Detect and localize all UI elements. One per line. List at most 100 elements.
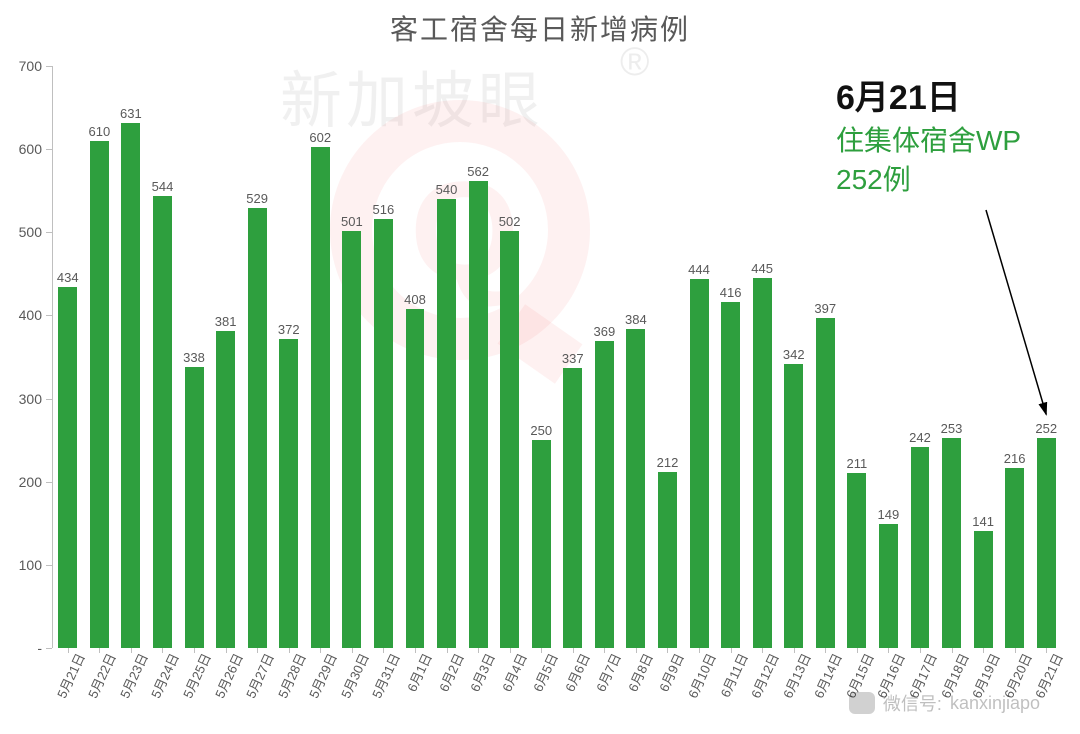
bar-value-label: 445 [751, 261, 773, 276]
bar-slot: 5165月31日 [368, 66, 400, 648]
bar-value-label: 516 [373, 202, 395, 217]
bar: 216 [1005, 468, 1024, 648]
bar: 516 [374, 219, 393, 648]
x-tick [289, 648, 290, 653]
bar-value-label: 408 [404, 292, 426, 307]
x-axis-label: 6月9日 [654, 650, 688, 695]
annotation-date: 6月21日 [836, 70, 1021, 119]
bar-value-label: 562 [467, 164, 489, 179]
wechat-icon [849, 692, 875, 714]
bar-value-label: 610 [88, 124, 110, 139]
x-axis-label: 6月1日 [401, 650, 435, 695]
footer-prefix: 微信号: [883, 690, 942, 716]
bar: 252 [1037, 438, 1056, 648]
x-tick [983, 648, 984, 653]
bar-slot: 4345月21日 [52, 66, 84, 648]
bar: 408 [406, 309, 425, 648]
bar-slot: 4456月12日 [746, 66, 778, 648]
bar-slot: 3696月7日 [589, 66, 621, 648]
bar-slot: 5626月3日 [462, 66, 494, 648]
y-axis-label: 400 [19, 307, 42, 323]
bar-slot: 3725月28日 [273, 66, 305, 648]
bar-slot: 3376月6日 [557, 66, 589, 648]
bar-value-label: 502 [499, 214, 521, 229]
bar-value-label: 602 [309, 130, 331, 145]
bar: 338 [185, 367, 204, 648]
x-tick [731, 648, 732, 653]
bar-slot: 4446月10日 [683, 66, 715, 648]
bar: 381 [216, 331, 235, 648]
bar-value-label: 337 [562, 351, 584, 366]
bar-value-label: 540 [436, 182, 458, 197]
y-axis-label: 100 [19, 557, 42, 573]
y-tick [46, 66, 52, 67]
bar-value-label: 444 [688, 262, 710, 277]
x-tick [194, 648, 195, 653]
bar: 416 [721, 302, 740, 648]
bar: 434 [58, 287, 77, 648]
x-tick [447, 648, 448, 653]
bar-value-label: 250 [530, 423, 552, 438]
bar: 602 [311, 147, 330, 648]
bar: 501 [342, 231, 361, 648]
y-axis-label: - [37, 640, 42, 656]
bar-value-label: 242 [909, 430, 931, 445]
y-axis-label: 600 [19, 141, 42, 157]
bar-slot: 6025月29日 [305, 66, 337, 648]
bar-slot: 3426月13日 [778, 66, 810, 648]
bar: 242 [911, 447, 930, 648]
bar-value-label: 416 [720, 285, 742, 300]
bar: 444 [690, 279, 709, 648]
bar-slot: 6315月23日 [115, 66, 147, 648]
annotation-line2: 252例 [836, 162, 1021, 197]
chart-root: 新加坡眼 ® Q 客工宿舍每日新增病例 4345月21日6105月22日6315… [0, 0, 1080, 734]
y-tick [46, 149, 52, 150]
bar: 372 [279, 339, 298, 648]
bar: 212 [658, 472, 677, 648]
y-tick [46, 565, 52, 566]
bar-value-label: 253 [941, 421, 963, 436]
bar-value-label: 216 [1004, 451, 1026, 466]
bar-slot: 5026月4日 [494, 66, 526, 648]
y-axis-label: 200 [19, 474, 42, 490]
y-tick [46, 648, 52, 649]
x-tick [573, 648, 574, 653]
x-tick [857, 648, 858, 653]
bar-slot: 3846月8日 [620, 66, 652, 648]
x-axis-label: 6月3日 [465, 650, 499, 695]
bar-value-label: 529 [246, 191, 268, 206]
bar-slot: 3385月25日 [178, 66, 210, 648]
x-tick [68, 648, 69, 653]
x-tick [510, 648, 511, 653]
bar-value-label: 342 [783, 347, 805, 362]
y-tick [46, 232, 52, 233]
x-axis-label: 6月2日 [433, 650, 467, 695]
bar: 342 [784, 364, 803, 648]
x-tick [415, 648, 416, 653]
bar-value-label: 501 [341, 214, 363, 229]
bar: 397 [816, 318, 835, 648]
y-tick [46, 399, 52, 400]
x-tick [952, 648, 953, 653]
x-axis-label: 6月10日 [682, 650, 719, 701]
bar: 211 [847, 473, 866, 648]
bar: 369 [595, 341, 614, 648]
x-tick [226, 648, 227, 653]
bar: 250 [532, 440, 551, 648]
bar: 384 [626, 329, 645, 648]
bar: 540 [437, 199, 456, 648]
bar-value-label: 381 [215, 314, 237, 329]
x-tick [1015, 648, 1016, 653]
bar-slot: 4086月1日 [399, 66, 431, 648]
footer-watermark: 微信号: kanxinjiapo [849, 690, 1040, 716]
bar-slot: 5015月30日 [336, 66, 368, 648]
x-tick [920, 648, 921, 653]
bar-value-label: 631 [120, 106, 142, 121]
bar-slot: 5406月2日 [431, 66, 463, 648]
bar-slot: 4166月11日 [715, 66, 747, 648]
bar: 253 [942, 438, 961, 648]
x-axis-label: 6月6日 [559, 650, 593, 695]
bar: 445 [753, 278, 772, 648]
bar-slot: 2506月5日 [525, 66, 557, 648]
bar-value-label: 544 [152, 179, 174, 194]
